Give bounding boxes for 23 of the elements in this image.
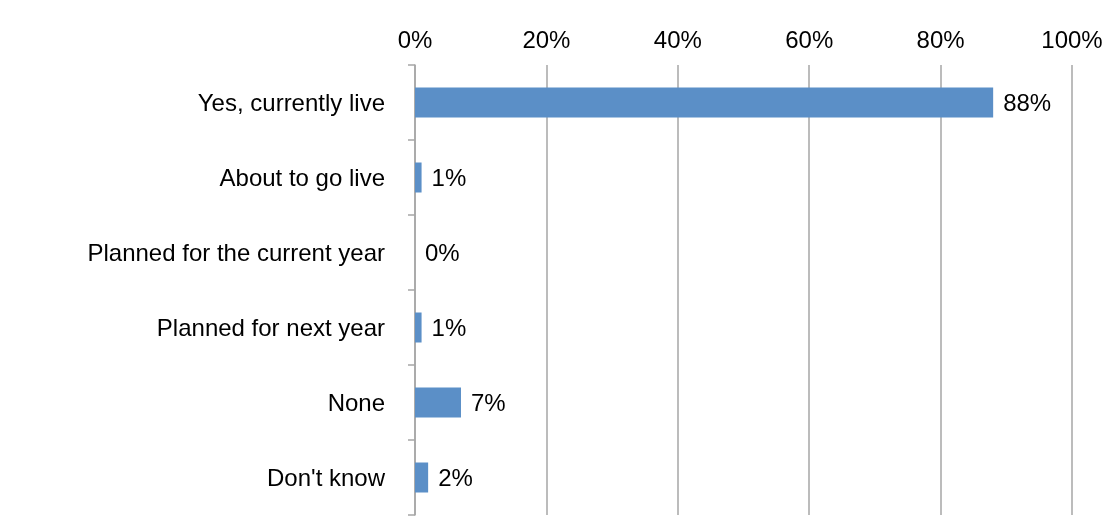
x-tick-label: 0% bbox=[397, 25, 433, 53]
data-label: 0% bbox=[425, 239, 460, 266]
data-label: 2% bbox=[438, 464, 473, 491]
y-tick-label: About to go live bbox=[219, 164, 385, 191]
y-tick-label: None bbox=[327, 389, 385, 416]
y-tick-label: Planned for the current year bbox=[87, 239, 385, 266]
data-label: 7% bbox=[470, 389, 506, 416]
bar bbox=[415, 162, 422, 193]
x-tick-label: 100% bbox=[1041, 25, 1103, 53]
bar bbox=[415, 462, 429, 493]
y-tick-label: Yes, currently live bbox=[197, 89, 385, 116]
bar bbox=[415, 387, 461, 418]
y-tick-label: Planned for next year bbox=[156, 314, 386, 341]
x-tick-label: 20% bbox=[522, 25, 571, 53]
y-tick-label: Don't know bbox=[267, 464, 386, 491]
bar bbox=[415, 312, 422, 343]
x-tick-label: 40% bbox=[653, 25, 702, 53]
x-tick-label: 80% bbox=[916, 25, 965, 53]
data-label: 1% bbox=[431, 314, 467, 341]
x-tick-label: 60% bbox=[785, 25, 834, 53]
data-label: 1% bbox=[431, 164, 467, 191]
data-label: 88% bbox=[1003, 89, 1052, 116]
bar bbox=[415, 87, 994, 118]
